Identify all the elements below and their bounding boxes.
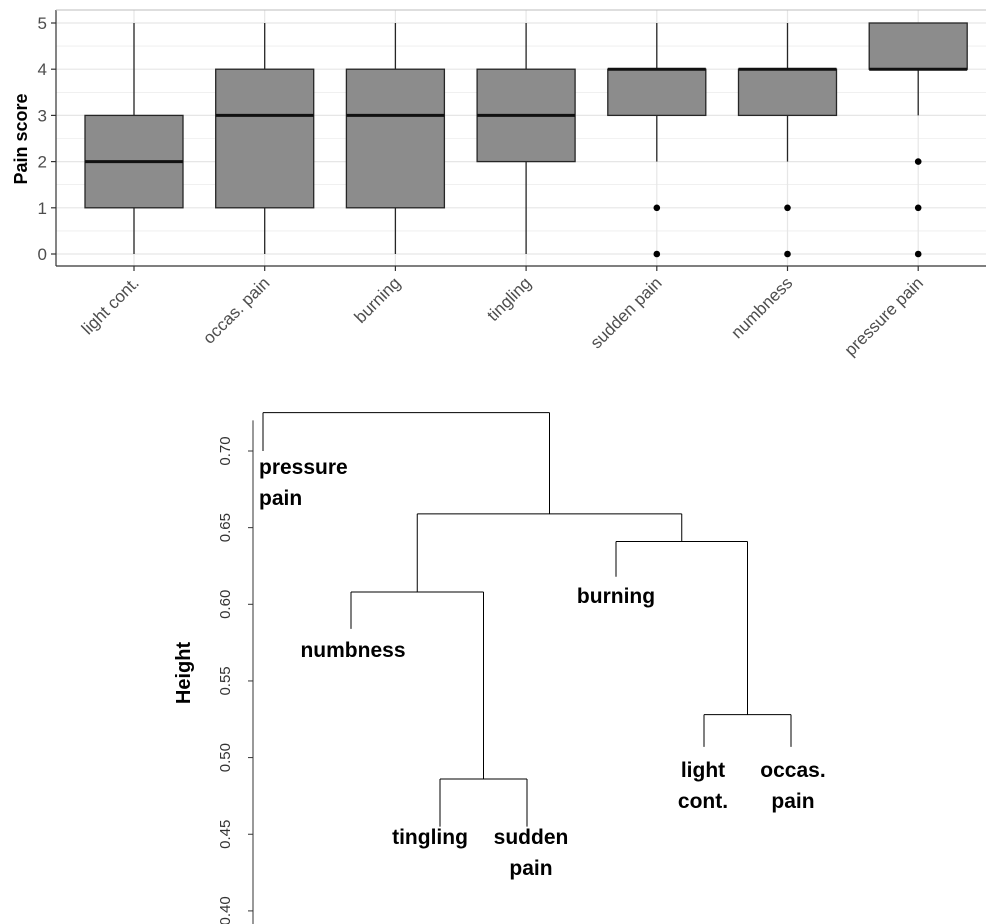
leaf-label-line: pressure xyxy=(259,456,348,479)
leaf-label-tingling: tingling xyxy=(392,826,468,849)
dendrogram-y-tick-label: 0.65 xyxy=(217,513,234,542)
leaf-label-line: burning xyxy=(577,585,655,608)
leaf-label-line: tingling xyxy=(392,826,468,849)
y-tick-label: 2 xyxy=(38,153,47,172)
leaf-label-line: pain xyxy=(259,487,302,510)
outlier-point xyxy=(784,204,791,212)
box-body xyxy=(215,68,315,209)
box-body xyxy=(345,68,446,209)
dendrogram-panel: 0.40 0.45 0.50 0.55 0.60 0.65 0.70 pressure pai… xyxy=(173,412,826,924)
dendrogram-y-tick-label: 0.50 xyxy=(217,743,234,772)
boxplot-y-axis-title: Pain score xyxy=(11,93,31,184)
dendrogram-y-tick-label: 0.40 xyxy=(217,896,234,924)
outlier-point xyxy=(653,204,661,212)
x-tick-label: tingling xyxy=(483,273,535,325)
boxplot-marks xyxy=(84,22,968,258)
outlier-point xyxy=(914,158,922,165)
outlier-point xyxy=(914,250,922,258)
outlier-point xyxy=(914,204,922,212)
dendrogram-axis: 0.40 0.45 0.50 0.55 0.60 0.65 0.70 xyxy=(217,420,254,924)
box-light-cont- xyxy=(84,23,184,254)
leaf-label-sudden-pain: sudden pain xyxy=(494,826,569,880)
leaf-label-light-cont-: light cont. xyxy=(678,759,728,813)
box-sudden-pain xyxy=(607,23,707,258)
leaf-label-line: cont. xyxy=(678,790,728,813)
box-body xyxy=(607,68,707,117)
x-tick-label: occas. pain xyxy=(199,273,273,347)
leaf-label-line: pain xyxy=(509,857,552,880)
leaf-label-line: occas. xyxy=(760,759,825,782)
leaf-label-pressure-pain: pressure pain xyxy=(259,456,348,510)
outlier-point xyxy=(784,250,791,258)
outlier-point xyxy=(653,250,661,258)
dendrogram-y-tick-label: 0.45 xyxy=(217,820,234,849)
box-body xyxy=(868,22,968,70)
dendrogram-leaf-labels: pressure pain numbness tingling sudden pain bu… xyxy=(259,456,826,880)
box-occas-pain xyxy=(215,23,315,254)
box-pressure-pain xyxy=(868,22,968,258)
leaf-label-line: sudden xyxy=(494,826,569,849)
box-tingling xyxy=(476,23,576,254)
dendrogram-y-tick-label: 0.55 xyxy=(217,666,234,695)
dendrogram-y-tick-label: 0.60 xyxy=(217,590,234,619)
y-tick-label: 1 xyxy=(38,199,47,218)
leaf-label-burning: burning xyxy=(577,585,655,608)
dendrogram-y-tick-label: 0.70 xyxy=(217,436,234,465)
box-body xyxy=(737,68,838,117)
y-tick-label: 4 xyxy=(38,60,47,79)
dendrogram-y-axis-title: Height xyxy=(173,642,195,705)
x-tick-label: pressure pain xyxy=(841,273,927,359)
boxplot-panel: 0 1 2 3 4 5 light cont. occas. pain burning tingl… xyxy=(11,9,986,360)
leaf-label-occas-pain: occas. pain xyxy=(760,759,825,813)
x-tick-label: burning xyxy=(351,273,405,327)
x-tick-label: sudden pain xyxy=(587,273,666,352)
x-tick-label: light cont. xyxy=(78,273,143,338)
leaf-label-line: numbness xyxy=(300,639,405,662)
box-burning xyxy=(345,23,446,254)
y-tick-label: 3 xyxy=(38,106,47,125)
box-numbness xyxy=(737,23,838,258)
leaf-label-line: pain xyxy=(771,790,814,813)
x-tick-label: numbness xyxy=(727,273,796,342)
dendrogram-links xyxy=(262,412,792,827)
leaf-label-line: light xyxy=(681,759,725,782)
leaf-label-numbness: numbness xyxy=(300,639,405,662)
y-tick-label: 5 xyxy=(38,14,47,33)
y-tick-label: 0 xyxy=(38,245,47,264)
